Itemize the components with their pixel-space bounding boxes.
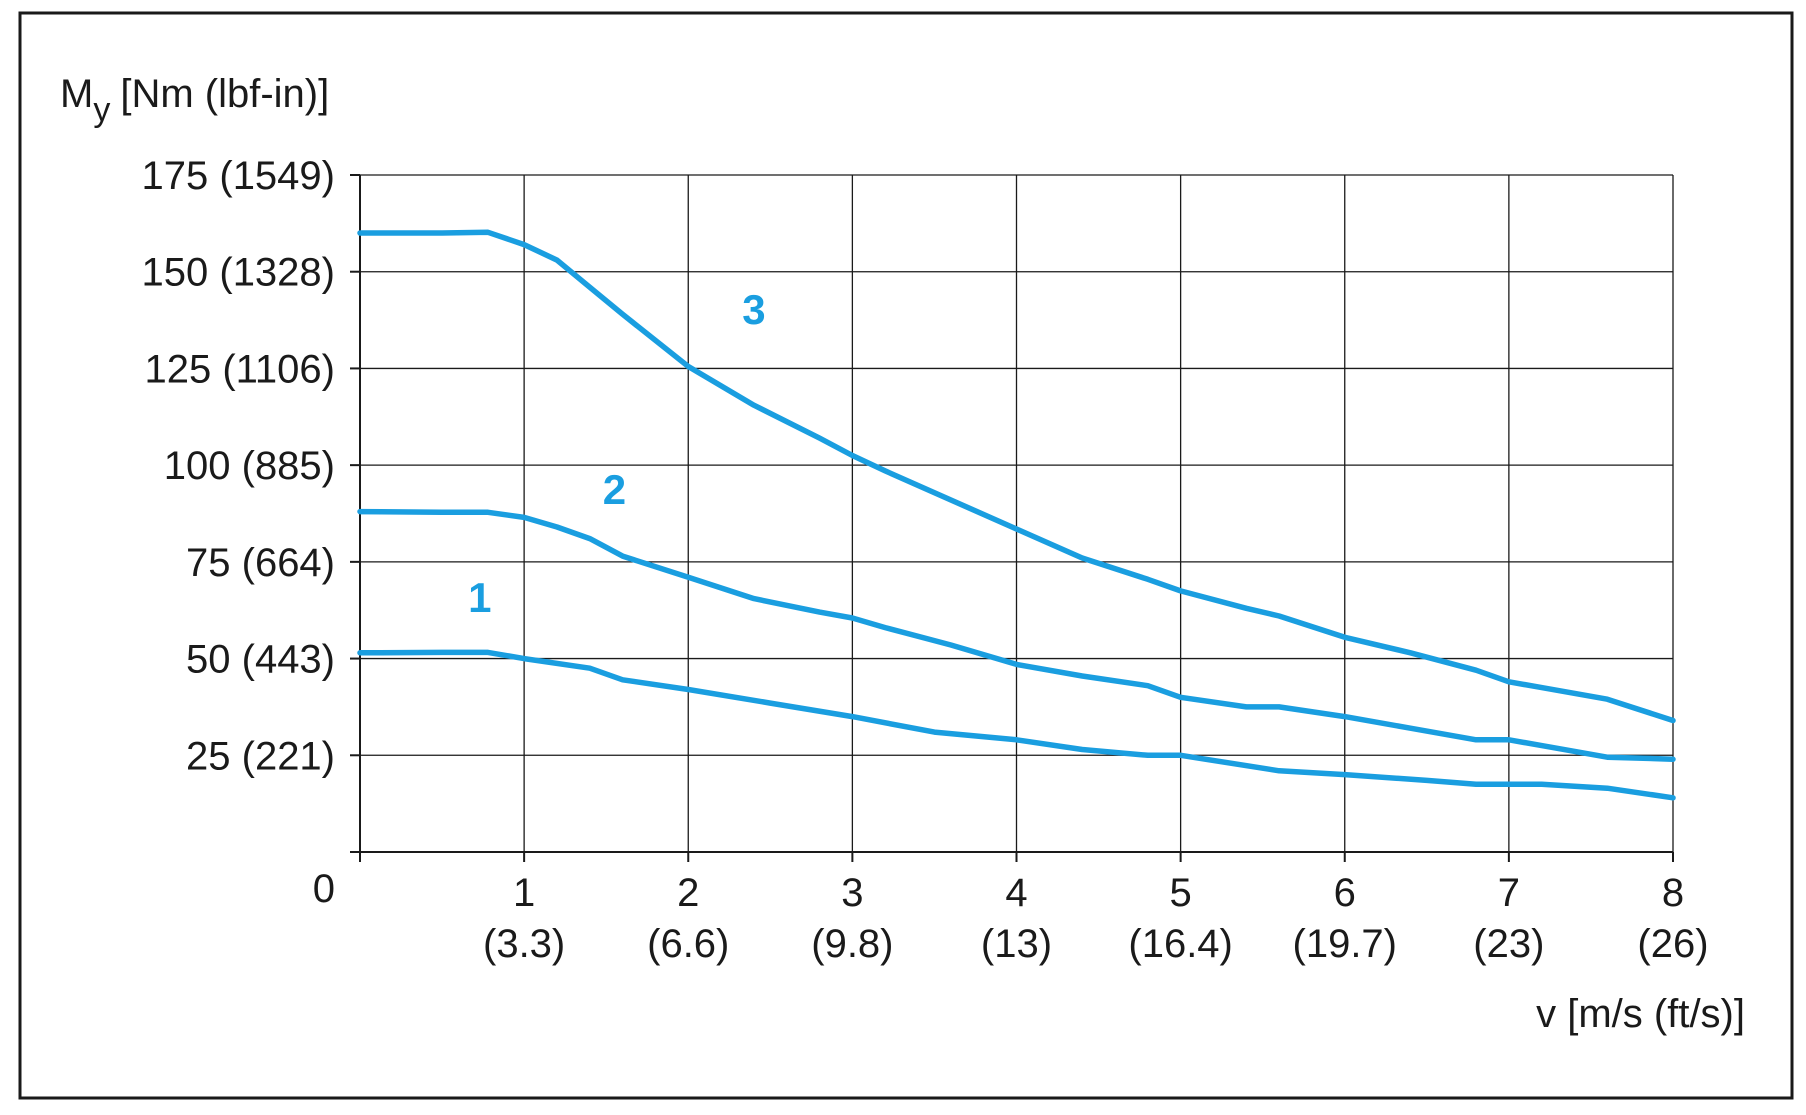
y-axis-title-subscript: y: [93, 91, 110, 129]
y-tick-label: 50 (443): [186, 638, 335, 682]
series-layer: [357, 229, 1676, 801]
y-axis-title-main: M: [60, 72, 93, 116]
y-axis-title-units: [Nm (lbf-in)]: [120, 72, 329, 116]
x-axis-title: v [m/s (ft/s)]: [1536, 992, 1745, 1036]
x-tick-sublabel: (19.7): [1293, 922, 1398, 966]
y-tick-label: 125 (1106): [144, 347, 335, 391]
series-line-1: [357, 649, 1676, 801]
x-tick-sublabel: (9.8): [811, 922, 893, 966]
series-label-2: 2: [603, 466, 626, 513]
y-tick-label: 100 (885): [164, 444, 335, 488]
x-tick-sublabel: (13): [981, 922, 1052, 966]
series-line-3: [357, 229, 1676, 724]
x-tick-label: 1: [513, 871, 535, 915]
grid-layer: [360, 174, 1674, 852]
x-tick-label: 4: [1005, 871, 1027, 915]
y-axis-title: My [Nm (lbf-in)]: [60, 72, 329, 129]
x-tick-label: 5: [1170, 871, 1192, 915]
figure-frame: [18, 11, 1794, 1100]
label-layer: My [Nm (lbf-in)] v [m/s (ft/s)] 0 25 (221…: [60, 72, 1745, 1036]
x-tick-sublabel: (6.6): [647, 922, 729, 966]
x-tick-label: 8: [1662, 871, 1684, 915]
x-tick-label: 6: [1334, 871, 1356, 915]
origin-label: 0: [313, 867, 335, 911]
x-tick-sublabel: (16.4): [1128, 922, 1233, 966]
y-tick-label: 150 (1328): [142, 251, 335, 295]
x-tick-label: 2: [677, 871, 699, 915]
x-tick-sublabel: (3.3): [483, 922, 565, 966]
series-label-3: 3: [742, 286, 765, 333]
x-tick-label: 3: [841, 871, 863, 915]
series-line-2: [357, 508, 1676, 762]
x-tick-sublabel: (26): [1637, 922, 1708, 966]
y-tick-label: 175 (1549): [142, 154, 335, 198]
x-tick-label: 7: [1498, 871, 1520, 915]
x-tick-sublabel: (23): [1473, 922, 1544, 966]
axis-layer: [350, 174, 1674, 862]
y-tick-label: 25 (221): [186, 734, 335, 778]
series-label-1: 1: [468, 574, 491, 621]
y-tick-label: 75 (664): [186, 541, 335, 585]
